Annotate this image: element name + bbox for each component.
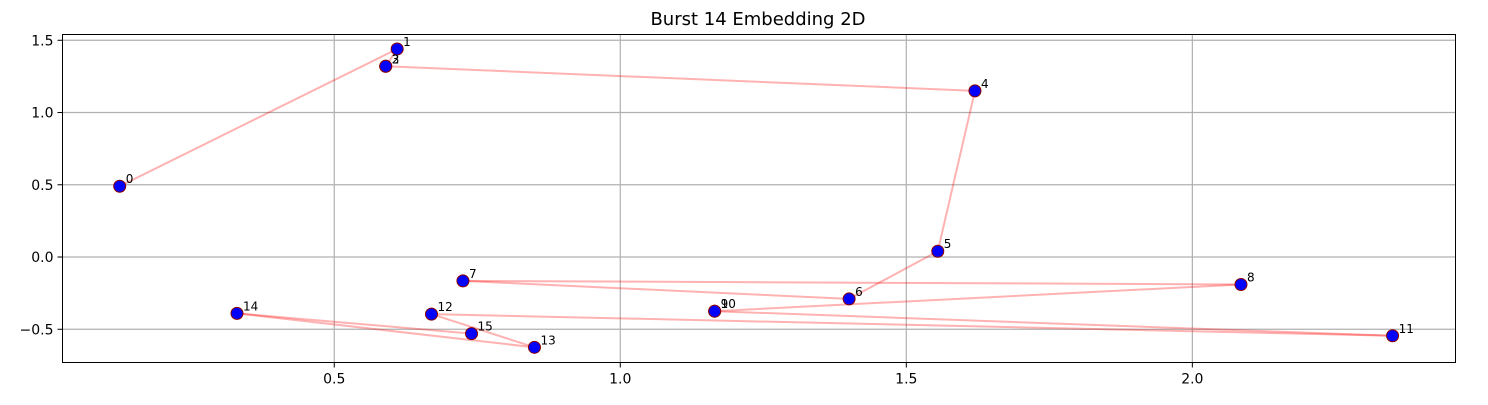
- trajectory-segment: [236, 312, 535, 349]
- point-label: 9: [721, 297, 729, 311]
- trajectory-segment: [848, 250, 939, 300]
- y-tick-label: 0.0: [31, 250, 53, 266]
- point-label: 5: [944, 237, 952, 251]
- data-point: [230, 306, 244, 320]
- x-tick-label: 0.5: [323, 372, 345, 388]
- trajectory-segment: [119, 48, 398, 188]
- data-point: [456, 274, 470, 288]
- point-label: 12: [437, 300, 452, 314]
- trajectory-segment: [236, 312, 472, 335]
- data-point: [968, 84, 982, 98]
- x-tick-label: 2.0: [1181, 372, 1203, 388]
- data-point: [931, 244, 945, 258]
- point-label: 6: [855, 285, 863, 299]
- grid: [62, 34, 1456, 363]
- data-point: [1234, 277, 1248, 291]
- trajectory-segment: [462, 279, 850, 300]
- data-point: [390, 42, 404, 56]
- data-point: [113, 179, 127, 193]
- y-tick-label: 0.5: [31, 178, 53, 194]
- data-point: [424, 307, 438, 321]
- trajectory-segment: [936, 90, 976, 252]
- trajectory-lines: [119, 48, 1393, 349]
- axis-ticks: 0.5 1.0 1.5 2.0 −0.5 0.0 0.5 1.0 1.5: [20, 33, 1204, 387]
- y-tick-label: 1.5: [31, 33, 53, 49]
- chart-title: Burst 14 Embedding 2D: [650, 9, 865, 30]
- trajectory-segment: [462, 279, 1241, 286]
- x-tick-label: 1.5: [895, 372, 917, 388]
- data-point: [708, 304, 722, 318]
- data-point: [527, 340, 541, 354]
- trajectory-segment: [714, 310, 1393, 337]
- point-label: 11: [1399, 322, 1414, 336]
- point-label: 14: [243, 299, 258, 313]
- point-label: 4: [981, 77, 989, 91]
- point-label: 15: [478, 320, 493, 334]
- data-point: [465, 327, 479, 341]
- y-tick-label: −0.5: [20, 322, 54, 338]
- trajectory-segment: [714, 283, 1242, 313]
- data-points: [113, 42, 1400, 354]
- data-point: [842, 292, 856, 306]
- plot-area-frame: [62, 34, 1456, 363]
- point-label: 2: [392, 52, 400, 66]
- y-tick-label: 1.0: [31, 106, 53, 122]
- trajectory-segment: [431, 313, 1393, 337]
- trajectory-segment: [385, 65, 975, 92]
- data-point: [379, 59, 393, 73]
- point-label: 0: [126, 172, 134, 186]
- trajectory-segment: [431, 313, 535, 349]
- point-label: 1: [403, 35, 411, 49]
- x-tick-label: 1.0: [609, 372, 631, 388]
- point-label: 8: [1247, 270, 1255, 284]
- point-label: 10: [721, 297, 736, 311]
- point-label: 13: [540, 333, 555, 347]
- point-label: 3: [392, 52, 400, 66]
- point-label: 7: [469, 267, 477, 281]
- data-point: [1386, 329, 1400, 343]
